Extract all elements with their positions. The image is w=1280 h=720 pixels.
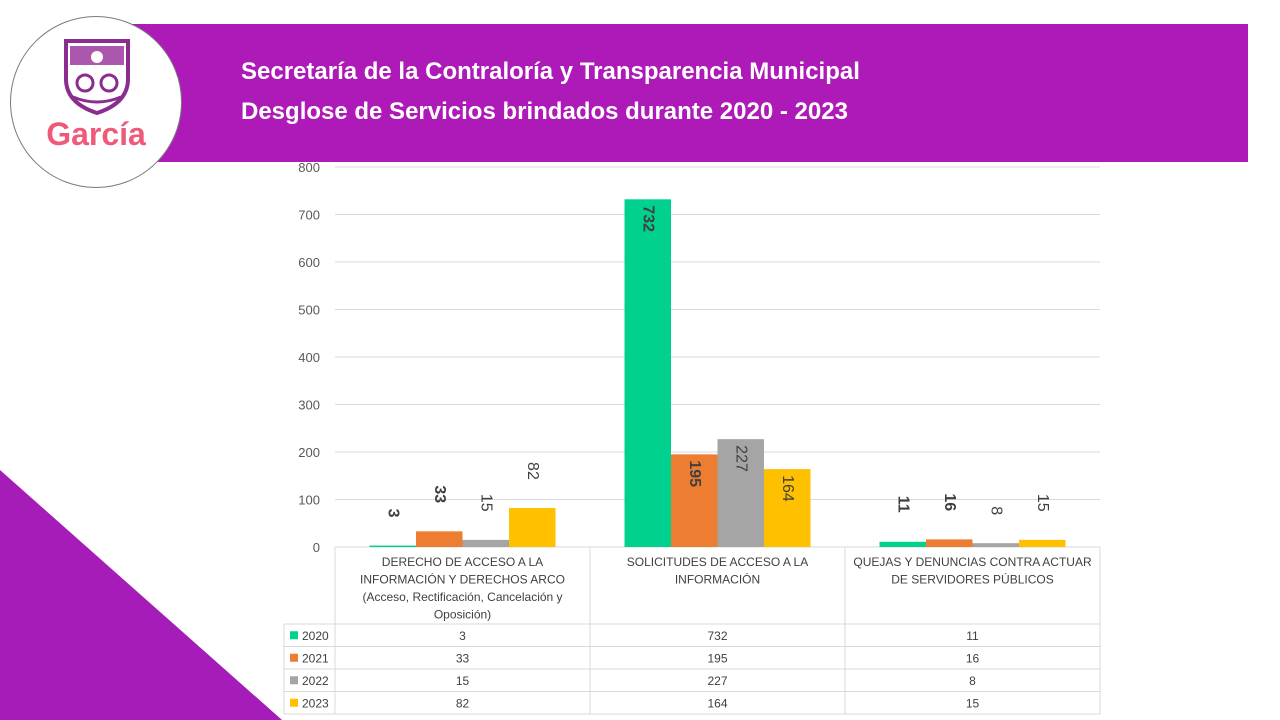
table-cell: 16 xyxy=(966,651,980,665)
bar-2023 xyxy=(509,508,556,547)
bar-2020 xyxy=(624,199,671,548)
y-tick-label: 600 xyxy=(298,255,320,270)
legend-key-2023 xyxy=(290,698,298,707)
table-cell: 195 xyxy=(707,651,727,665)
y-tick-label: 0 xyxy=(313,540,320,555)
page-subtitle: Desglose de Servicios brindados durante … xyxy=(241,98,848,125)
category-label: (Acceso, Rectificación, Cancelación y xyxy=(362,590,562,604)
bar-2021 xyxy=(926,539,973,547)
bar-2022 xyxy=(462,539,509,547)
data-label: 33 xyxy=(431,485,448,503)
category-label: DERECHO DE ACCESO A LA xyxy=(382,555,543,569)
data-label: 15 xyxy=(1034,494,1051,512)
data-label: 8 xyxy=(988,506,1005,515)
legend-label: 2022 xyxy=(302,674,329,688)
table-cell: 11 xyxy=(966,629,979,643)
y-tick-label: 500 xyxy=(298,303,320,318)
bar-2020 xyxy=(879,541,926,547)
data-label: 15 xyxy=(478,494,495,512)
data-label: 11 xyxy=(895,496,912,513)
shield-crest-icon xyxy=(64,39,130,116)
category-label: QUEJAS Y DENUNCIAS CONTRA ACTUAR xyxy=(853,555,1092,569)
data-label: 195 xyxy=(686,460,703,487)
legend-label: 2023 xyxy=(302,696,329,710)
bar-2023 xyxy=(1019,539,1066,547)
table-cell: 164 xyxy=(707,696,727,710)
data-label: 82 xyxy=(524,462,541,480)
table-cell: 82 xyxy=(456,696,470,710)
corner-decoration xyxy=(0,470,282,720)
table-cell: 732 xyxy=(707,629,727,643)
logo: García xyxy=(10,16,182,188)
bar-2021 xyxy=(416,531,463,547)
data-label: 16 xyxy=(941,493,958,511)
legend-key-2022 xyxy=(290,676,298,685)
logo-text: García xyxy=(46,116,146,152)
y-tick-label: 700 xyxy=(298,208,320,223)
category-label: INFORMACIÓN Y DERECHOS ARCO xyxy=(360,572,565,587)
bar-2021 xyxy=(671,454,718,547)
bar-2022 xyxy=(717,439,764,547)
bar-2022 xyxy=(972,543,1019,547)
header-banner xyxy=(130,24,1248,162)
data-label: 227 xyxy=(733,445,750,472)
data-label: 3 xyxy=(385,509,402,518)
table-cell: 15 xyxy=(456,674,470,688)
table-cell: 33 xyxy=(456,651,470,665)
table-cell: 3 xyxy=(459,629,466,643)
table-cell: 227 xyxy=(707,674,727,688)
y-tick-label: 200 xyxy=(298,445,320,460)
table-cell: 15 xyxy=(966,696,980,710)
table-cell: 8 xyxy=(969,674,976,688)
legend-label: 2021 xyxy=(302,651,329,665)
legend-label: 2020 xyxy=(302,629,329,643)
y-tick-label: 300 xyxy=(298,398,320,413)
data-label: 732 xyxy=(640,205,657,232)
y-tick-label: 400 xyxy=(298,350,320,365)
category-label: Oposición) xyxy=(434,608,491,622)
category-label: DE SERVIDORES PÚBLICOS xyxy=(891,572,1054,587)
y-tick-label: 800 xyxy=(298,160,320,175)
data-label: 164 xyxy=(779,475,796,502)
y-tick-label: 100 xyxy=(298,493,320,508)
bar-2023 xyxy=(764,469,811,547)
page-title: Secretaría de la Contraloría y Transpare… xyxy=(241,58,860,85)
legend-key-2021 xyxy=(290,653,298,662)
category-label: SOLICITUDES DE ACCESO A LA xyxy=(627,555,808,569)
legend-key-2020 xyxy=(290,631,298,640)
bar-2020 xyxy=(369,545,416,547)
category-label: INFORMACIÓN xyxy=(675,572,760,587)
